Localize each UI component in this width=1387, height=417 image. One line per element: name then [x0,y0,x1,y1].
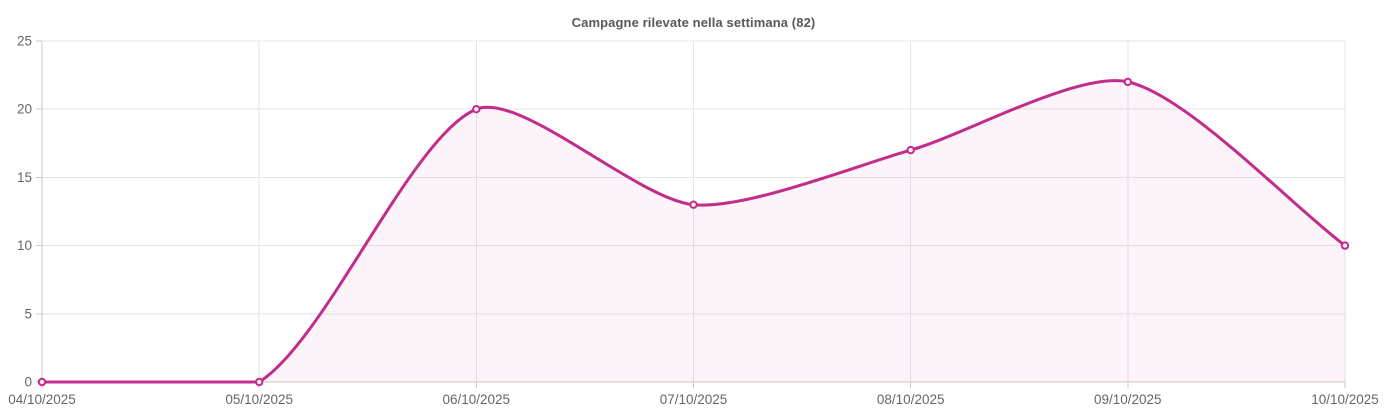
chart-title: Campagne rilevate nella settimana (82) [571,15,816,30]
y-tick-label: 20 [17,102,32,117]
x-tick-label: 08/10/2025 [877,392,945,407]
x-tick-label: 09/10/2025 [1094,392,1162,407]
data-point[interactable] [689,200,698,209]
y-tick-label: 0 [24,375,32,390]
data-point[interactable] [37,377,47,387]
series-area [42,80,1345,382]
x-tick-label: 07/10/2025 [660,392,728,407]
x-tick-label: 05/10/2025 [225,392,293,407]
y-tick-label: 5 [24,306,32,321]
data-point[interactable] [255,377,264,387]
x-tick-label: 10/10/2025 [1311,392,1379,407]
data-point[interactable] [1123,77,1133,87]
y-tick-label: 25 [17,34,32,49]
x-tick-label: 04/10/2025 [8,392,76,407]
y-tick-label: 10 [17,238,32,253]
data-point[interactable] [1340,241,1350,250]
data-point[interactable] [472,105,481,114]
x-tick-label: 06/10/2025 [443,392,511,407]
data-point[interactable] [906,145,915,155]
y-tick-label: 15 [17,170,32,185]
